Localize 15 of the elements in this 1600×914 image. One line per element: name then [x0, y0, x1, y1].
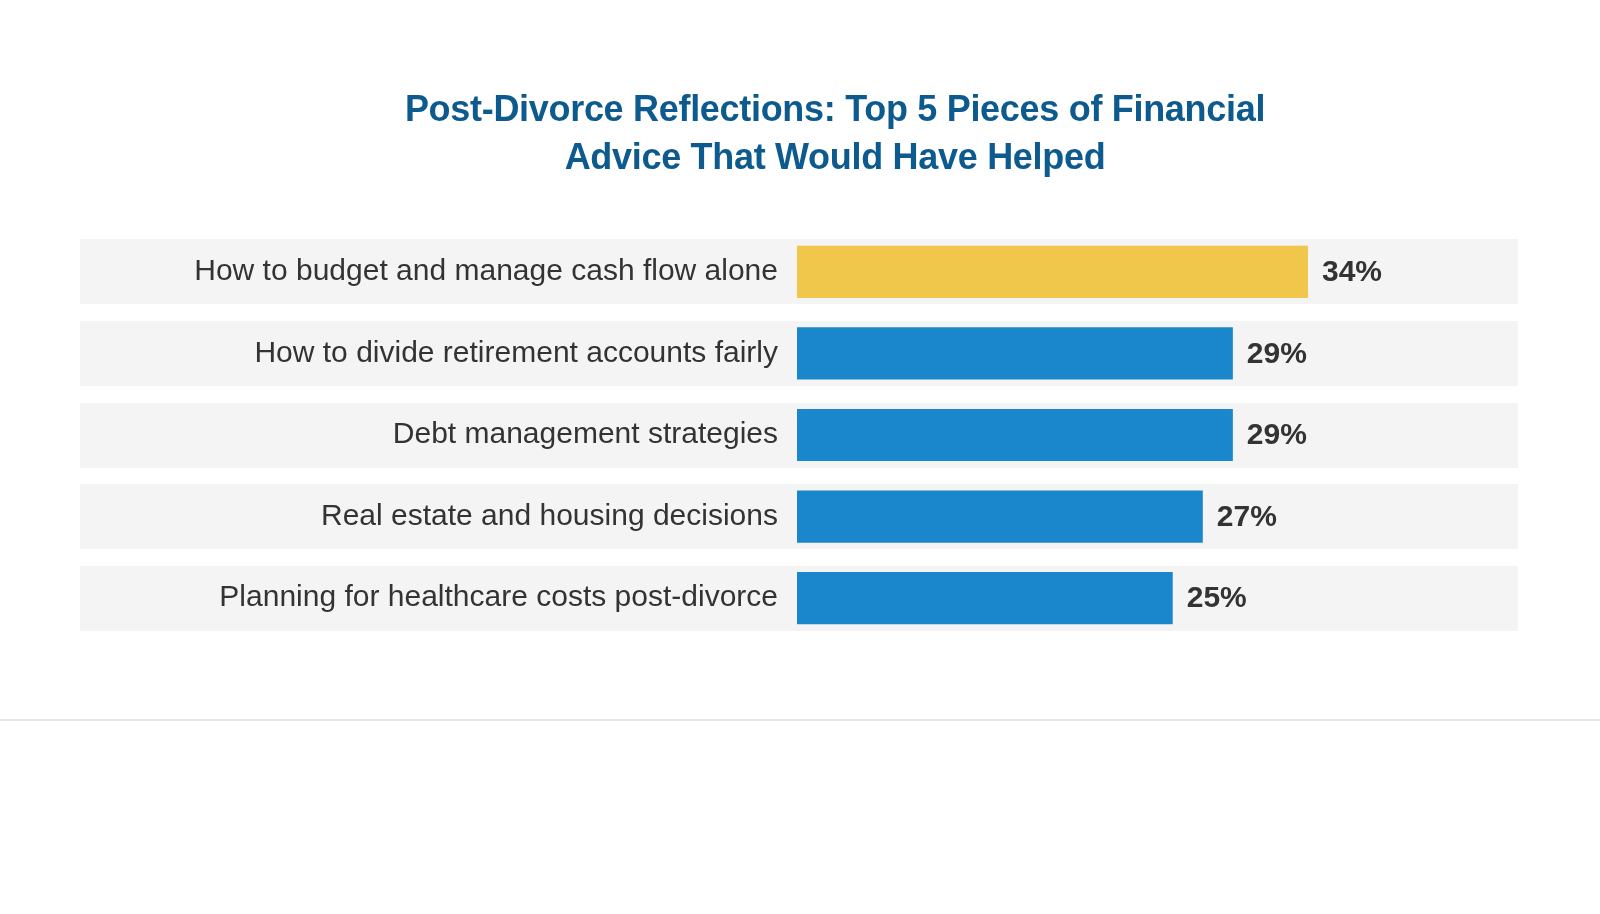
data-label: 25%	[1186, 580, 1247, 614]
y-tick-label: Planning for healthcare costs post-divorce	[219, 579, 778, 613]
bar	[797, 327, 1233, 380]
data-label: 29%	[1246, 335, 1307, 369]
y-tick-label: Debt management strategies	[392, 416, 778, 450]
bar	[797, 408, 1233, 462]
data-label: 29%	[1246, 417, 1307, 451]
data-label: 27%	[1216, 498, 1277, 532]
bar	[797, 490, 1203, 543]
chart-title: Post-Divorce Reflections: Top 5 Pieces of Financial Advice That Would Have Helped	[403, 87, 1267, 179]
y-tick-label: How to divide retirement accounts fairly	[254, 334, 778, 368]
bar	[797, 572, 1173, 625]
y-tick-label: How to budget and manage cash flow alone	[194, 253, 778, 287]
data-label: 34%	[1322, 254, 1383, 288]
y-tick-label: Real estate and housing decisions	[321, 497, 778, 531]
